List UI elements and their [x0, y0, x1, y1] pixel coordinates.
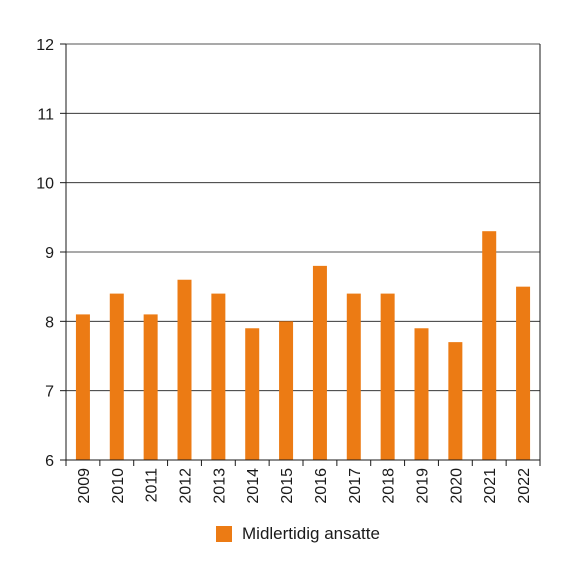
bar-2013 — [211, 293, 226, 460]
bar-2018 — [380, 293, 395, 460]
x-tick-label: 2009 — [76, 468, 93, 504]
x-tick-label: 2016 — [313, 468, 330, 504]
x-tick-label: 2019 — [415, 468, 432, 504]
legend-swatch — [216, 526, 232, 542]
bar-2010 — [109, 293, 124, 460]
bar-2009 — [75, 314, 90, 460]
y-tick-label: 6 — [45, 453, 54, 470]
bar-2012 — [177, 279, 192, 460]
x-tick-label: 2020 — [448, 468, 465, 504]
legend: Midlertidig ansatte — [216, 524, 380, 544]
x-tick-label: 2022 — [516, 468, 533, 504]
bar-2022 — [516, 286, 531, 460]
y-tick-label: 12 — [36, 37, 54, 54]
x-tick-label: 2014 — [245, 468, 262, 504]
y-tick-label: 10 — [36, 176, 54, 193]
gridlines — [66, 43, 540, 392]
bar-2015 — [279, 321, 294, 460]
legend-label: Midlertidig ansatte — [242, 524, 380, 543]
y-tick-label: 11 — [37, 106, 54, 123]
x-tick-label: 2015 — [279, 468, 296, 504]
x-tick-label: 2011 — [144, 468, 161, 503]
bar-2016 — [312, 265, 327, 460]
bars — [75, 231, 531, 460]
y-tick-label: 8 — [45, 314, 54, 331]
bar-2019 — [414, 328, 429, 460]
x-tick-label: 2013 — [211, 468, 228, 504]
axes — [60, 43, 541, 466]
x-tick-label: 2012 — [178, 468, 195, 504]
y-tick-label: 7 — [45, 384, 54, 401]
x-tick-label: 2021 — [482, 468, 499, 504]
y-tick-labels: 6 7 8 9 10 11 12 — [36, 37, 54, 470]
x-tick-labels: 2009 2010 2011 2012 2013 2014 2015 2016 2017 2018… — [76, 468, 533, 504]
x-tick-label: 2010 — [110, 468, 127, 504]
bar-2021 — [482, 231, 497, 460]
x-tick-label: 2017 — [347, 468, 364, 504]
bar-2014 — [245, 328, 260, 460]
y-tick-label: 9 — [45, 245, 54, 262]
bar-2017 — [346, 293, 361, 460]
x-tick-label: 2018 — [381, 468, 398, 504]
bar-2020 — [448, 342, 463, 460]
bar-2011 — [143, 314, 158, 460]
